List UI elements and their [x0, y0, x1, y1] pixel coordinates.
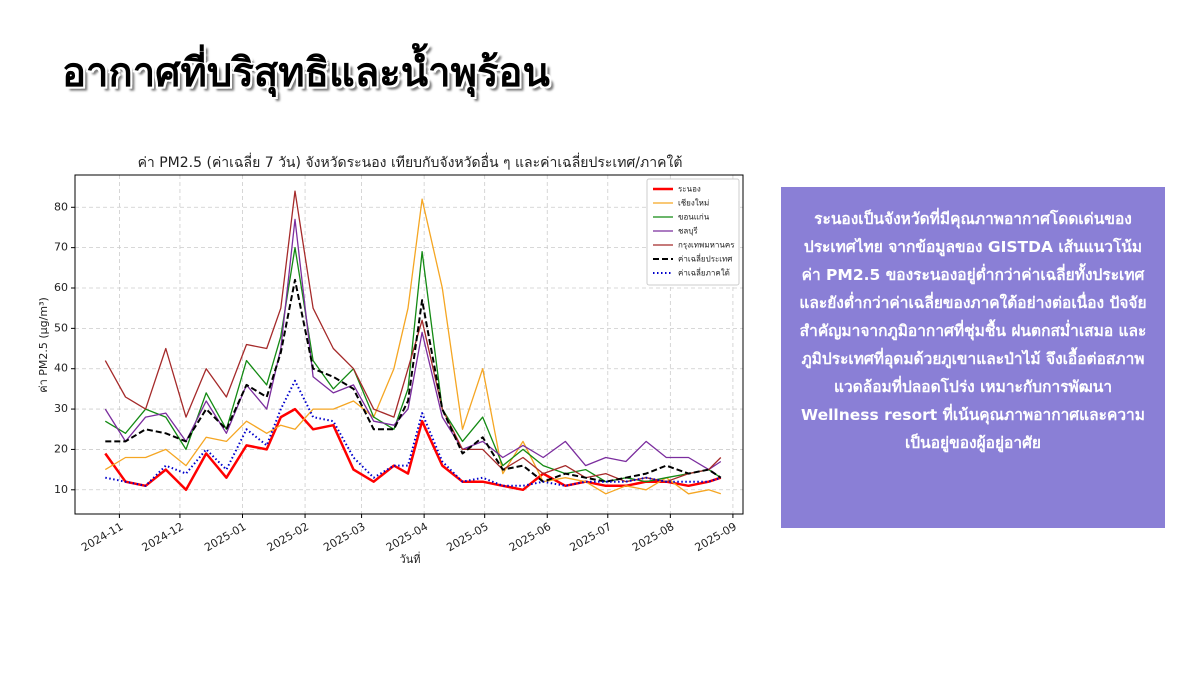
y-tick-label: 70: [54, 241, 68, 254]
x-tick-label: 2025-03: [321, 520, 367, 554]
x-tick-label: 2025-07: [567, 520, 613, 554]
x-tick-label: 2024-12: [140, 520, 186, 554]
legend-label: กรุงเทพมหานคร: [678, 241, 735, 250]
y-tick-label: 50: [54, 321, 68, 334]
x-tick-label: 2024-11: [79, 520, 125, 554]
series-line: [104, 198, 722, 495]
y-axis-label: ค่า PM2.5 (µg/m³): [37, 297, 50, 393]
series-line: [104, 407, 722, 492]
y-tick-label: 30: [54, 402, 68, 415]
slide-title: อากาศที่บริสุทธิและน้ำพุร้อน: [62, 50, 550, 96]
x-tick-label: 2025-02: [265, 520, 311, 554]
x-tick-label: 2025-08: [630, 520, 676, 554]
x-tick-label: 2025-01: [202, 520, 248, 554]
y-tick-label: 40: [54, 362, 68, 375]
legend-label: ค่าเฉลี่ยภาคใต้: [678, 267, 730, 278]
text-box: ระนองเป็นจังหวัดที่มีคุณภาพอากาศโดดเด่นข…: [781, 187, 1165, 528]
legend-label: ชลบุรี: [678, 227, 698, 236]
x-tick-label: 2025-06: [507, 520, 553, 554]
plot-background: [75, 175, 743, 514]
legend-label: เชียงใหม่: [678, 199, 709, 208]
chart-title: ค่า PM2.5 (ค่าเฉลี่ย 7 วัน) จังหวัดระนอง…: [138, 153, 683, 171]
chart: ค่า PM2.5 (ค่าเฉลี่ย 7 วัน) จังหวัดระนอง…: [37, 153, 744, 566]
x-tick-label: 2025-05: [444, 520, 490, 554]
y-tick-label: 20: [54, 442, 68, 455]
legend-label: ระนอง: [678, 185, 701, 194]
y-tick-label: 10: [54, 483, 68, 496]
legend-label: ขอนแก่น: [678, 213, 710, 222]
x-axis-label: วันที่: [400, 551, 421, 566]
series-line: [104, 218, 722, 471]
x-tick-label: 2025-09: [693, 520, 739, 554]
series-line: [105, 379, 722, 487]
plot-frame: [74, 174, 744, 515]
x-tick-label: 2025-04: [384, 520, 430, 554]
y-tick-label: 80: [54, 200, 68, 213]
y-tick-label: 60: [54, 281, 68, 294]
series-line: [105, 278, 722, 483]
legend-label: ค่าเฉลี่ยประเทศ: [678, 253, 732, 264]
legend: ระนองเชียงใหม่ขอนแก่นชลบุรีกรุงเทพมหานคร…: [646, 178, 740, 286]
legend-box: [646, 178, 740, 286]
